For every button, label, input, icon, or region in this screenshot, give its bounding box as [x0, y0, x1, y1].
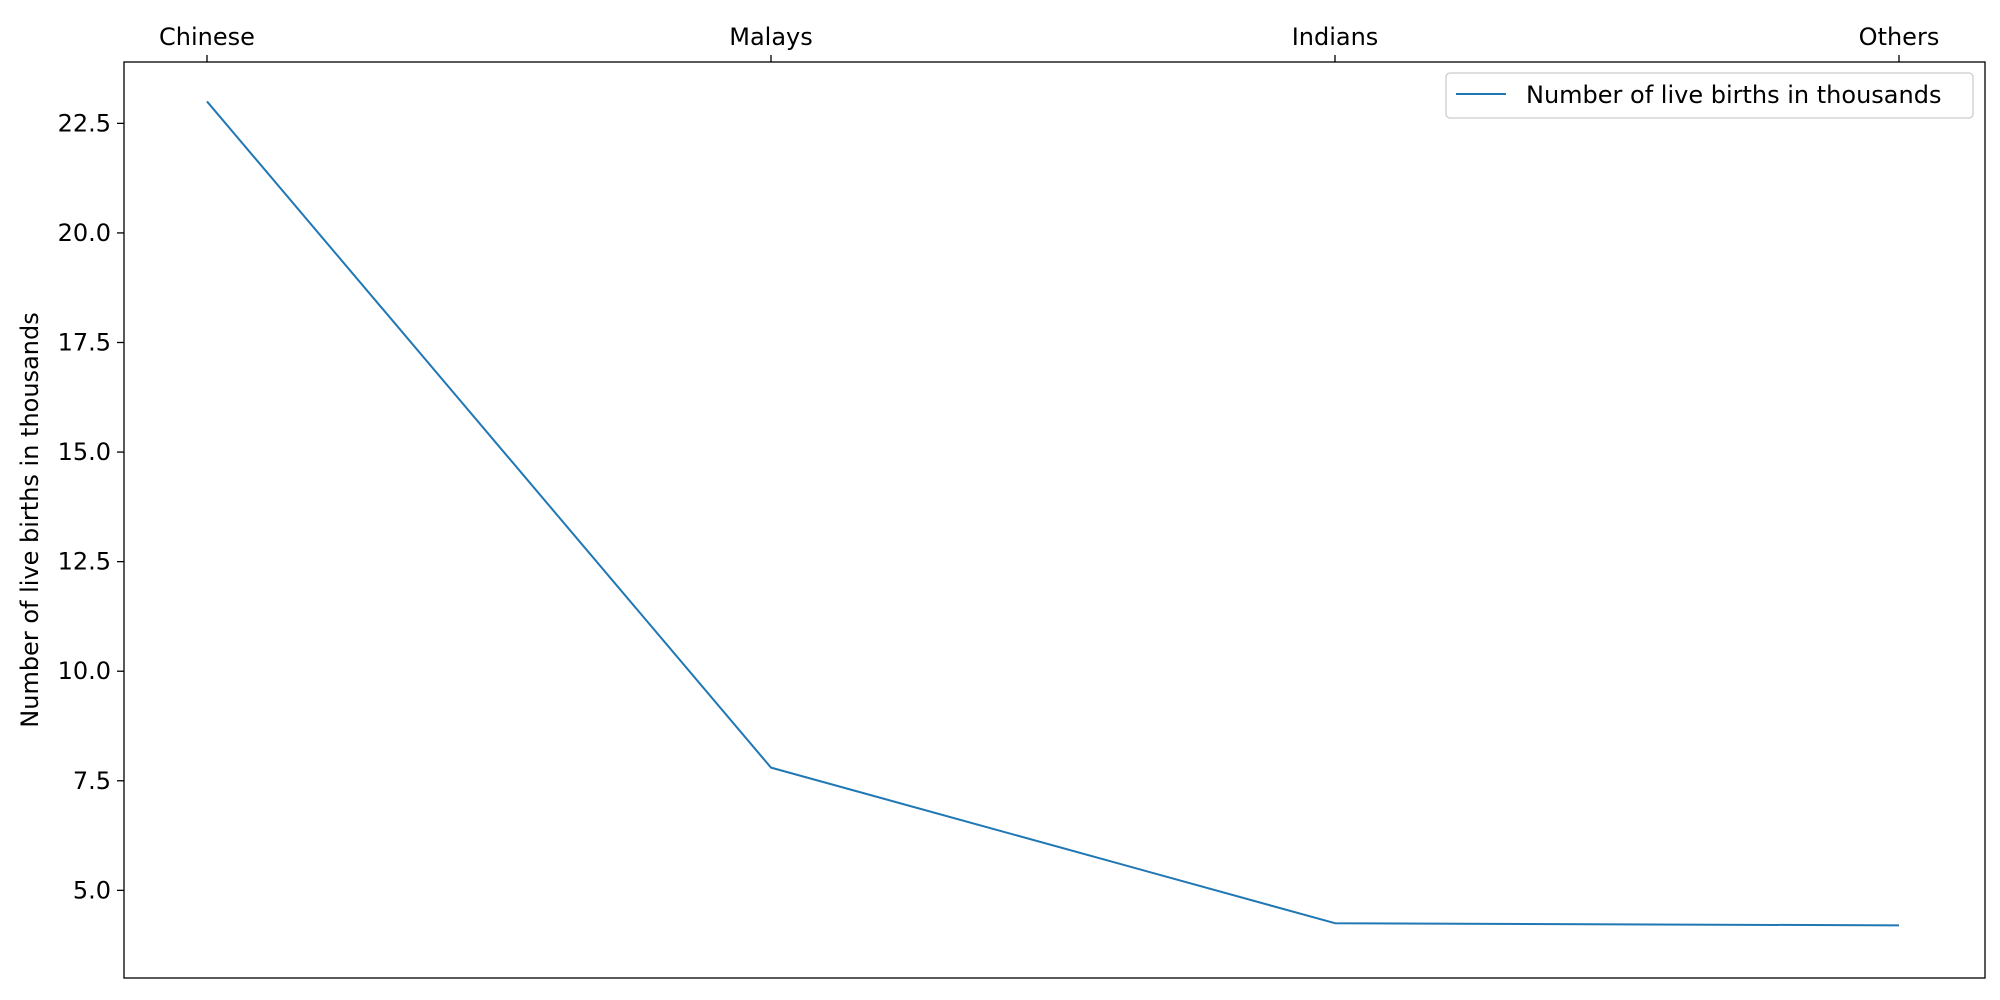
y-tick-label: 15.0 — [58, 438, 111, 466]
y-axis-label: Number of live births in thousands — [16, 312, 44, 727]
y-tick-label: 17.5 — [58, 328, 111, 356]
legend-label: Number of live births in thousands — [1526, 81, 1941, 109]
y-tick-label: 22.5 — [58, 109, 111, 137]
legend-box — [1445, 72, 1974, 119]
x-axis-ticks: Chinese Malays Indians Others — [159, 23, 1939, 62]
x-tick-label: Malays — [729, 23, 813, 51]
plot-frame — [123, 61, 1986, 979]
y-tick-label: 5.0 — [73, 876, 111, 904]
series-line — [206, 100, 1900, 927]
legend: Number of live births in thousands — [1445, 72, 1974, 119]
y-tick-label: 7.5 — [73, 767, 111, 795]
x-tick-label: Indians — [1292, 23, 1379, 51]
x-tick-label: Others — [1859, 23, 1940, 51]
x-tick-label: Chinese — [159, 23, 255, 51]
y-tick-label: 12.5 — [58, 548, 111, 576]
y-tick-label: 10.0 — [58, 657, 111, 685]
y-tick-label: 20.0 — [58, 219, 111, 247]
y-axis-ticks: 5.0 7.5 10.0 12.5 15.0 17.5 20.0 22.5 — [58, 109, 124, 904]
series-layer — [206, 100, 1900, 927]
